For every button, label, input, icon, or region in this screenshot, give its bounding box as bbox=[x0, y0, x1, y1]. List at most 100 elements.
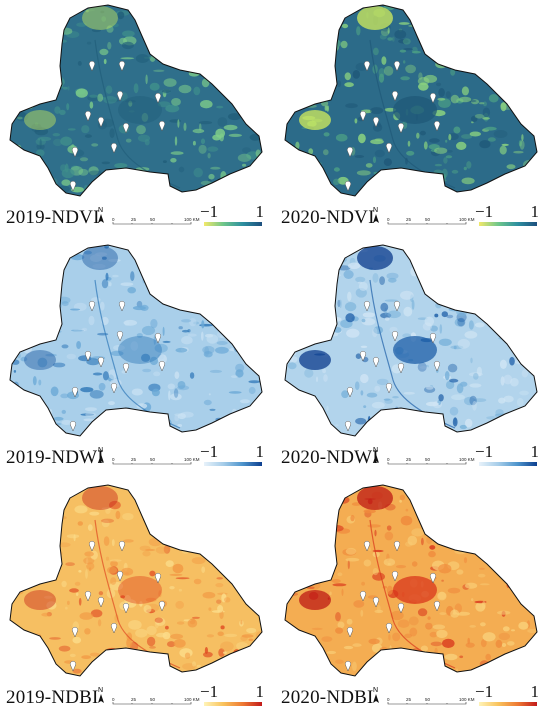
texture-patch bbox=[486, 72, 500, 79]
texture-patch bbox=[292, 431, 300, 436]
texture-patch bbox=[88, 170, 102, 176]
texture-patch bbox=[135, 54, 150, 63]
texture-patch bbox=[315, 376, 319, 383]
scale-bar-line bbox=[387, 462, 467, 465]
texture-patch bbox=[336, 80, 342, 88]
texture-patch bbox=[52, 330, 62, 333]
texture-patch bbox=[306, 586, 315, 590]
texture-patch bbox=[22, 559, 27, 562]
texture-patch bbox=[496, 429, 505, 433]
texture-patch bbox=[208, 393, 211, 396]
texture-patch bbox=[322, 83, 332, 91]
texture-patch bbox=[123, 319, 138, 326]
texture-patch bbox=[510, 377, 519, 387]
highlight-zone bbox=[118, 96, 162, 124]
texture-patch bbox=[461, 294, 470, 305]
highlight-zone bbox=[393, 336, 437, 364]
texture-patch bbox=[528, 334, 535, 343]
texture-patch bbox=[416, 132, 420, 139]
texture-patch bbox=[497, 610, 511, 615]
texture-patch bbox=[168, 520, 181, 530]
texture-patch bbox=[419, 365, 428, 369]
texture-patch bbox=[381, 56, 387, 65]
texture-patch bbox=[477, 266, 491, 269]
texture-patch bbox=[338, 255, 347, 263]
texture-patch bbox=[171, 274, 181, 284]
texture-patch bbox=[176, 518, 187, 524]
texture-patch bbox=[24, 27, 31, 32]
texture-patch bbox=[54, 106, 61, 114]
texture-patch bbox=[14, 491, 28, 501]
texture-patch bbox=[480, 622, 486, 627]
texture-patch bbox=[439, 22, 447, 30]
texture-patch bbox=[19, 274, 33, 281]
texture-patch bbox=[151, 388, 160, 397]
texture-patch bbox=[224, 597, 231, 603]
texture-patch bbox=[530, 671, 537, 675]
texture-patch bbox=[534, 306, 537, 313]
texture-patch bbox=[501, 143, 509, 146]
texture-patch bbox=[91, 28, 101, 33]
texture-patch bbox=[332, 245, 344, 251]
texture-patch bbox=[149, 55, 156, 62]
texture-patch bbox=[428, 34, 440, 38]
location-marker bbox=[69, 180, 77, 192]
texture-patch bbox=[166, 263, 177, 268]
texture-patch bbox=[173, 639, 186, 648]
texture-patch bbox=[200, 180, 212, 186]
texture-patch bbox=[107, 566, 117, 574]
texture-patch bbox=[242, 147, 251, 154]
texture-patch bbox=[285, 51, 295, 55]
texture-patch bbox=[146, 625, 157, 636]
texture-patch bbox=[444, 540, 451, 544]
texture-patch bbox=[110, 422, 121, 429]
texture-patch bbox=[30, 257, 33, 267]
texture-patch bbox=[355, 353, 362, 359]
texture-patch bbox=[441, 311, 448, 318]
texture-patch bbox=[243, 591, 249, 598]
texture-patch bbox=[107, 41, 112, 50]
texture-patch bbox=[230, 245, 234, 249]
texture-patch bbox=[177, 525, 183, 535]
texture-patch bbox=[21, 405, 26, 409]
texture-patch bbox=[53, 416, 64, 421]
texture-patch bbox=[432, 490, 441, 500]
texture-patch bbox=[128, 110, 135, 113]
texture-patch bbox=[434, 163, 443, 167]
texture-patch bbox=[116, 410, 127, 421]
texture-patch bbox=[445, 149, 453, 153]
texture-patch bbox=[384, 531, 394, 541]
texture-patch bbox=[67, 5, 77, 12]
texture-patch bbox=[285, 79, 293, 86]
texture-patch bbox=[183, 122, 187, 131]
texture-patch bbox=[426, 386, 434, 390]
texture-patch bbox=[421, 537, 424, 546]
texture-patch bbox=[209, 369, 222, 373]
scale-tick-label: 100 KM bbox=[459, 217, 475, 222]
texture-patch bbox=[337, 299, 341, 308]
texture-patch bbox=[444, 653, 458, 661]
highlight-zone bbox=[82, 6, 118, 30]
scale-bar-line bbox=[112, 702, 192, 705]
texture-patch bbox=[312, 317, 321, 325]
texture-patch bbox=[464, 45, 477, 48]
north-arrow-icon bbox=[98, 454, 104, 463]
texture-patch bbox=[505, 259, 514, 268]
texture-patch bbox=[10, 420, 18, 427]
texture-patch bbox=[150, 416, 156, 425]
texture-patch bbox=[58, 12, 69, 21]
texture-patch bbox=[285, 23, 298, 27]
texture-patch bbox=[449, 490, 455, 497]
texture-patch bbox=[499, 541, 504, 551]
texture-patch bbox=[72, 636, 82, 644]
texture-patch bbox=[379, 34, 387, 40]
texture-patch bbox=[173, 388, 179, 398]
texture-patch bbox=[358, 133, 366, 144]
color-legend: −1 1 bbox=[475, 443, 539, 469]
texture-patch bbox=[51, 497, 58, 504]
texture-patch bbox=[491, 279, 502, 287]
texture-patch bbox=[109, 653, 121, 663]
panel-caption: 2020-NDVI bbox=[281, 207, 375, 228]
texture-patch bbox=[83, 250, 92, 255]
texture-patch bbox=[516, 255, 530, 264]
